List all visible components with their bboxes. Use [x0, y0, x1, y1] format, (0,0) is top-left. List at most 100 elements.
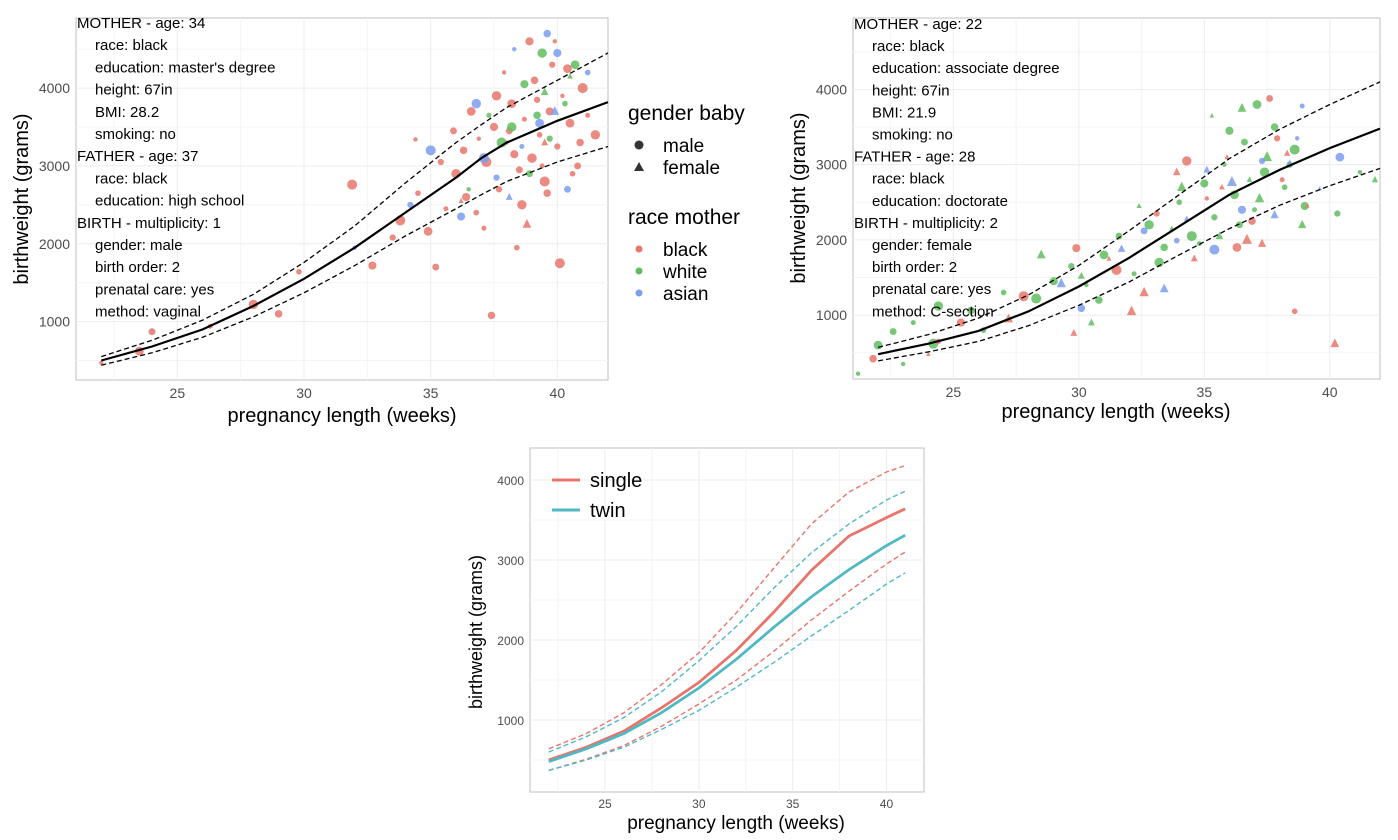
- single-lower-line: [548, 551, 906, 772]
- data-point-black-male: [527, 153, 537, 163]
- data-point-white-female: [1077, 271, 1085, 279]
- annotation-line: education: associate degree: [872, 60, 1060, 77]
- data-point-white-male: [900, 361, 906, 367]
- annotation-line: BIRTH - multiplicity: 1: [77, 215, 221, 232]
- data-point-white-male: [1144, 220, 1154, 230]
- data-point-black-male: [539, 176, 550, 187]
- data-point-black-female: [522, 219, 532, 228]
- data-point-asian-male: [1258, 157, 1266, 165]
- plot-a-x-axis-label: pregnancy length (weeks): [227, 405, 456, 427]
- data-point-white-male: [1115, 232, 1123, 240]
- data-point-black-male: [473, 209, 480, 216]
- plot-b-annotation: MOTHER - age: 22 race: black education: as…: [854, 16, 1060, 320]
- data-point-white-female: [1177, 181, 1187, 191]
- data-point-black-female: [541, 138, 549, 146]
- data-point-white-male: [533, 111, 541, 120]
- data-point-black-male: [347, 179, 358, 190]
- data-point-black-male: [413, 137, 418, 142]
- legend-race-asian: asian: [663, 284, 708, 305]
- data-point-white-male: [1334, 210, 1341, 217]
- data-point-black-female: [1224, 154, 1230, 160]
- y-tick-label: 1000: [39, 314, 70, 330]
- annotation-line: BMI: 28.2: [95, 104, 159, 121]
- data-point-black-male: [1266, 95, 1274, 102]
- plot-a-panel: [75, 17, 609, 381]
- data-point-white-female: [1262, 151, 1273, 162]
- data-point-white-male: [546, 135, 553, 142]
- data-point-black-female: [1219, 183, 1225, 190]
- plot-b-birthweight-scatter: 25 30 35 40 1000 2000 3000 4000 MOTHER - age: …: [788, 16, 1381, 423]
- data-point-white-male: [562, 100, 568, 107]
- plot-c-y-tick-labels: 1000 2000 3000 4000: [497, 474, 524, 728]
- data-point-black-male: [560, 93, 565, 99]
- data-point-black-male: [539, 163, 545, 169]
- plot-c-panel: [529, 447, 925, 793]
- data-point-white-male: [1196, 241, 1202, 247]
- data-point-black-male: [501, 70, 507, 75]
- annotation-line: FATHER - age: 37: [77, 148, 198, 165]
- data-point-black-male: [466, 107, 476, 116]
- plot-c-y-axis-label: birthweight (grams): [466, 555, 486, 709]
- fitted-curve-line: [101, 101, 609, 362]
- plot-c-x-axis-label: pregnancy length (weeks): [627, 813, 845, 834]
- legend-gender-female: female: [663, 158, 720, 179]
- data-point-black-male: [459, 146, 468, 155]
- plot-b-y-tick-labels: 1000 2000 3000 4000: [816, 81, 847, 323]
- data-point-black-male: [565, 118, 575, 128]
- data-point-white-male: [1160, 243, 1168, 252]
- annotation-line: education: master's degree: [95, 59, 275, 76]
- data-point-black-female: [1126, 305, 1137, 316]
- data-point-white-male: [1236, 221, 1243, 229]
- data-point-black-female: [926, 351, 931, 356]
- data-point-black-male: [1153, 210, 1160, 217]
- data-point-white-male: [1068, 263, 1075, 270]
- data-point-black-male: [1204, 196, 1210, 201]
- data-point-black-male: [517, 200, 527, 210]
- lower-bound-line: [877, 167, 1381, 362]
- data-point-white-female: [1036, 249, 1046, 259]
- data-point-white-male: [1357, 169, 1363, 175]
- y-tick-label: 4000: [816, 81, 847, 97]
- data-point-asian-male: [535, 118, 544, 128]
- annotation-line: birth order: 2: [872, 259, 957, 276]
- data-point-black-male: [510, 150, 519, 159]
- legend-single-label: single: [590, 470, 642, 492]
- data-point-black-male: [533, 96, 541, 103]
- data-point-asian-male: [512, 46, 517, 52]
- data-point-asian-female: [550, 106, 560, 115]
- data-point-black-female: [458, 197, 464, 203]
- data-point-white-male: [855, 371, 861, 376]
- data-point-black-male: [536, 131, 543, 138]
- data-point-asian-male: [456, 212, 466, 221]
- x-tick-label: 40: [1322, 384, 1338, 400]
- data-point-white-male: [1186, 231, 1197, 242]
- y-tick-label: 3000: [39, 158, 70, 174]
- data-point-asian-female: [1203, 165, 1211, 173]
- annotation-line: method: C-section: [872, 303, 994, 320]
- plot-a-y-tick-labels: 1000 2000 3000 4000: [39, 80, 70, 330]
- plot-b-grid: [853, 18, 1380, 379]
- data-point-black-male: [450, 127, 457, 135]
- data-point-white-female: [540, 87, 549, 95]
- y-tick-label: 4000: [39, 80, 70, 96]
- twin-mean-line: [548, 533, 906, 763]
- data-point-asian-male: [425, 145, 436, 156]
- data-point-black-female: [1172, 167, 1181, 176]
- data-point-asian-male: [1209, 244, 1220, 255]
- data-point-black-male: [462, 192, 471, 202]
- single-mean-line: [548, 507, 906, 762]
- data-point-white-female: [1298, 219, 1307, 229]
- data-point-black-female: [1330, 338, 1340, 348]
- annotation-line: BMI: 21.9: [872, 104, 936, 121]
- data-point-black-male: [513, 244, 520, 251]
- data-point-black-female: [1284, 149, 1291, 156]
- data-point-white-male: [537, 48, 547, 58]
- legend-female-triangle-icon: [634, 162, 644, 171]
- data-point-white-male: [1270, 123, 1279, 131]
- data-point-asian-male: [543, 29, 551, 38]
- annotation-line: smoking: no: [95, 126, 176, 143]
- data-point-white-male: [1289, 144, 1300, 155]
- data-point-black-male: [487, 311, 496, 320]
- data-point-black-male: [148, 328, 156, 336]
- legend-race-title: race mother: [628, 206, 740, 229]
